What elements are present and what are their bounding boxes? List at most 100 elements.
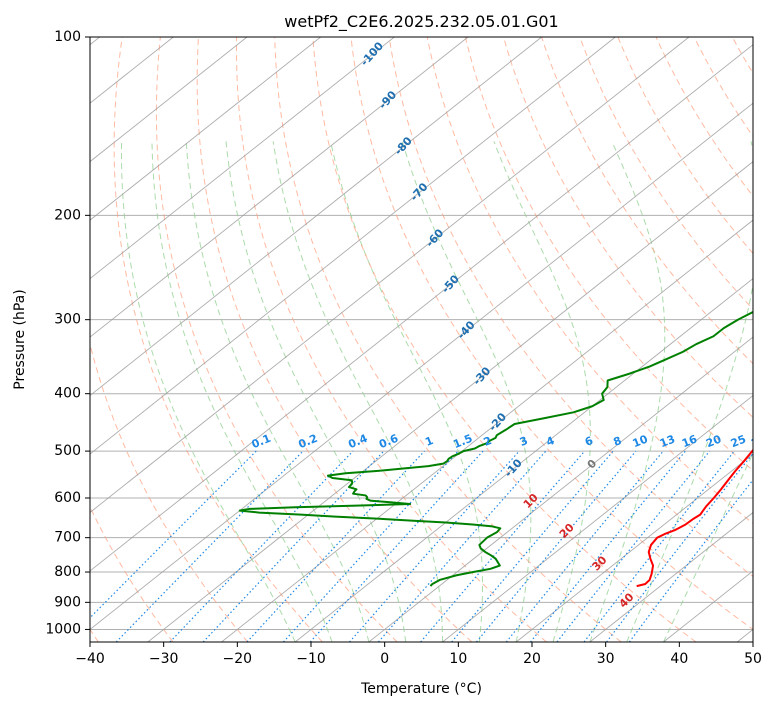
y-tick-label: 800 xyxy=(54,564,81,580)
mixing-ratio-line xyxy=(202,450,385,642)
dry-adiabat xyxy=(464,37,753,472)
skewed-isotherm xyxy=(90,37,616,455)
moist-adiabat xyxy=(185,141,370,642)
x-tick-label: 30 xyxy=(597,651,615,667)
mixing-ratio-line xyxy=(169,450,354,642)
moist-adiabats xyxy=(120,141,753,642)
x-tick-label: 40 xyxy=(670,651,688,667)
skewed-isotherm xyxy=(589,511,753,642)
dry-adiabat xyxy=(503,37,753,419)
skewed-isotherm xyxy=(90,37,395,280)
chart-title: wetPf2_C2E6.2025.232.05.01.G01 xyxy=(284,12,558,32)
moist-adiabat xyxy=(225,141,407,642)
skewed-isotherm xyxy=(90,37,469,338)
x-tick-label: −40 xyxy=(75,651,105,667)
x-tick-label: 0 xyxy=(380,651,389,667)
skewed-isotherm xyxy=(90,102,753,631)
y-tick-label: 600 xyxy=(54,490,81,506)
dry-adiabat xyxy=(274,37,622,642)
mixing-ratio-label: 2 xyxy=(482,434,494,449)
y-tick-label: 300 xyxy=(54,312,81,328)
y-tick-label: 100 xyxy=(54,29,81,45)
skewed-isotherm xyxy=(90,44,753,572)
mixing-ratio-label: 1 xyxy=(423,434,435,449)
moist-adiabat xyxy=(589,141,666,642)
x-axis-title: Temperature (°C) xyxy=(360,681,482,697)
dry-adiabat xyxy=(541,37,753,365)
mixing-ratio-line xyxy=(282,450,459,642)
skewed-isotherm xyxy=(90,37,690,514)
plot-background xyxy=(90,37,753,642)
x-tick-label: −10 xyxy=(296,651,326,667)
mixing-ratio-line xyxy=(90,450,257,619)
mixing-ratio-line xyxy=(583,450,735,642)
skewed-isotherm xyxy=(90,37,542,397)
mixing-ratio-label: 3 xyxy=(518,434,530,449)
dry-adiabat xyxy=(426,37,753,525)
y-axis: 100 200 300 400 500 600 700 800 900 1000 xyxy=(45,29,90,637)
mixing-ratio-line xyxy=(475,450,637,642)
x-tick-label: 20 xyxy=(523,651,541,667)
temperature-profile xyxy=(636,448,753,588)
mixing-ratio-label: 36 xyxy=(770,432,775,450)
y-tick-label: 1000 xyxy=(45,621,81,637)
x-tick-label: −30 xyxy=(149,651,179,667)
skewed-isotherm xyxy=(90,37,248,163)
skewed-isotherm xyxy=(90,37,321,221)
moist-adiabat xyxy=(120,141,296,642)
y-tick-label: 200 xyxy=(54,207,81,223)
x-tick-label: 10 xyxy=(449,651,467,667)
mixing-ratio-line xyxy=(309,450,484,642)
skewed-isotherm xyxy=(147,161,753,642)
y-axis-title: Pressure (hPa) xyxy=(12,289,28,389)
skewed-isotherm xyxy=(294,278,753,642)
mixing-ratio-line xyxy=(606,452,753,642)
dry-adiabat xyxy=(235,37,547,642)
mixing-ratio-lines xyxy=(90,450,753,642)
dry-adiabat xyxy=(196,37,473,642)
mixing-ratio-label: 25 xyxy=(729,433,748,451)
x-tick-label: −20 xyxy=(223,651,253,667)
y-tick-label: 700 xyxy=(54,530,81,546)
pressure-gridlines xyxy=(90,37,753,630)
mixing-ratio-label: 20 xyxy=(704,432,723,450)
x-axis: −40 −30 −20 −10 0 10 20 30 40 50 xyxy=(75,642,762,667)
skewed-isotherm xyxy=(515,453,753,642)
dewpoint-profile xyxy=(238,310,753,587)
mixing-ratio-line xyxy=(377,450,547,642)
mixing-ratio-label: 8 xyxy=(612,434,624,449)
moist-adiabat xyxy=(151,141,333,642)
dry-adiabat xyxy=(388,37,753,578)
mixing-ratio-label: 13 xyxy=(658,433,677,451)
x-tick-label: 50 xyxy=(744,651,762,667)
dry-adiabat xyxy=(90,342,249,642)
skewed-isotherms xyxy=(90,37,753,642)
moist-adiabat xyxy=(401,141,532,642)
dry-adiabat xyxy=(770,37,775,642)
dry-adiabat xyxy=(350,37,753,631)
moist-adiabat xyxy=(663,452,753,642)
dry-adiabat xyxy=(617,37,753,255)
y-tick-label: 400 xyxy=(54,386,81,402)
skewed-isotherm xyxy=(221,219,753,642)
y-tick-label: 500 xyxy=(54,443,81,459)
mixing-ratio-label: 30 xyxy=(749,432,768,450)
mixing-ratio-line xyxy=(628,478,753,642)
y-tick-label: 900 xyxy=(54,594,81,610)
dry-adiabat xyxy=(113,37,323,642)
mixing-ratio-line xyxy=(530,450,686,642)
moist-adiabat xyxy=(626,141,753,642)
sounding-profiles xyxy=(238,310,753,588)
mixing-ratio-label: 16 xyxy=(680,432,699,450)
moist-adiabat xyxy=(493,141,591,642)
skewed-isotherm xyxy=(442,394,753,642)
dry-adiabat xyxy=(155,37,398,642)
moist-adiabat xyxy=(330,141,484,642)
mixing-ratio-line xyxy=(451,450,614,642)
skewed-isotherm xyxy=(368,336,753,642)
plot-frame xyxy=(89,36,754,643)
mixing-ratio-line xyxy=(556,450,711,642)
mixing-ratio-label: 10 xyxy=(631,432,650,450)
mixing-ratio-line xyxy=(115,450,304,642)
